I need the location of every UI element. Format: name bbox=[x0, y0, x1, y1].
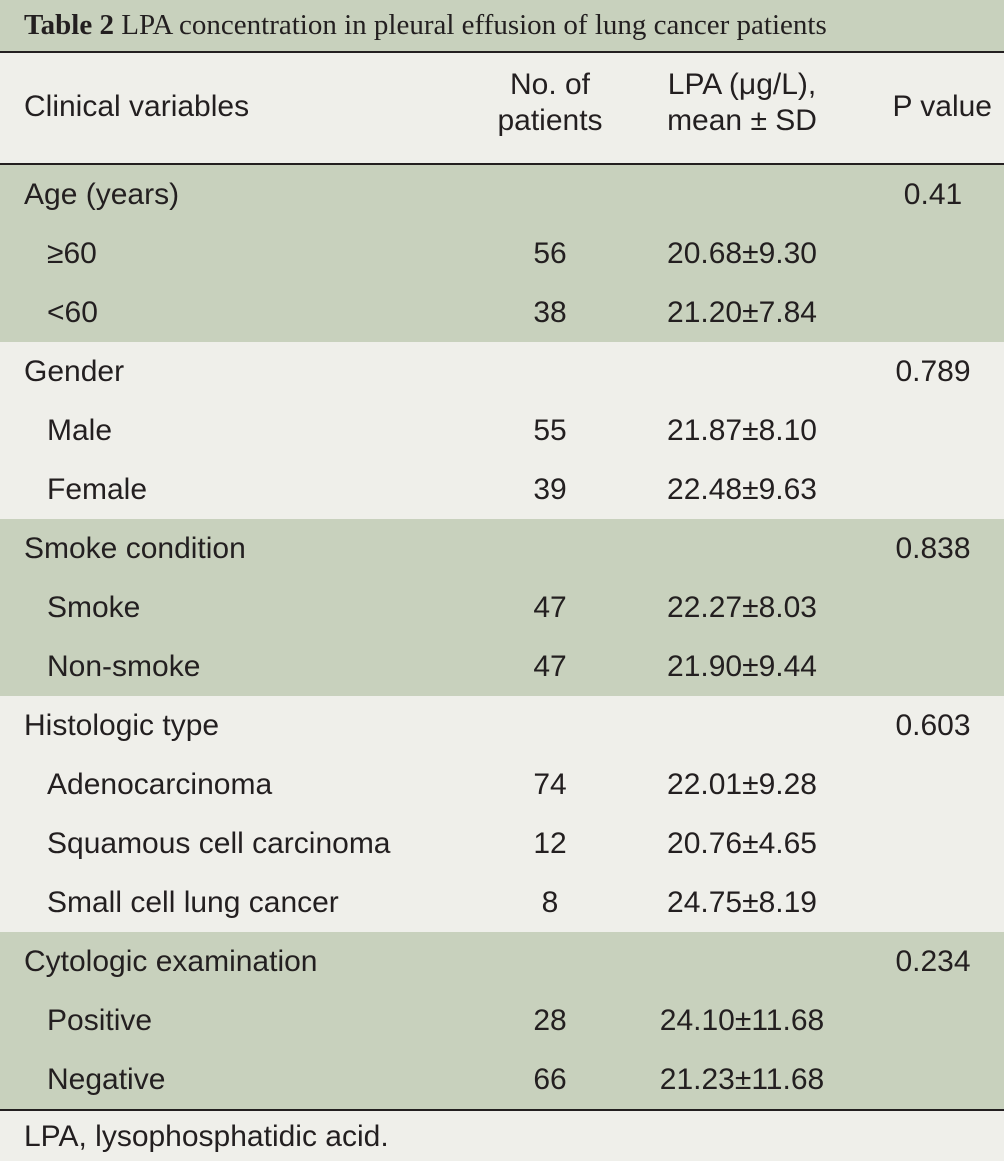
group-p-value: 0.41 bbox=[903, 178, 963, 211]
group-title: Smoke condition bbox=[24, 532, 246, 565]
row-patient-count: 47 bbox=[533, 591, 567, 624]
row-patient-count: 47 bbox=[533, 650, 567, 683]
table-caption: Table 2 LPA concentration in pleural eff… bbox=[0, 0, 1004, 51]
header-clinical-variables: Clinical variables bbox=[24, 90, 250, 123]
header-no-of-patients-line1: No. of bbox=[509, 68, 591, 101]
row-lpa-mean-sd: 21.90±9.44 bbox=[667, 650, 817, 683]
table-row: Male 55 21.87±8.10 bbox=[0, 401, 1004, 460]
group-header-row: Smoke condition 0.838 bbox=[0, 519, 1004, 578]
row-label: <60 bbox=[47, 296, 98, 329]
header-lpa: LPA (μg/L), mean ± SD bbox=[635, 67, 849, 139]
group-title: Histologic type bbox=[24, 709, 220, 742]
group-p-value: 0.838 bbox=[895, 532, 971, 565]
row-label: Negative bbox=[47, 1063, 166, 1096]
row-label: Female bbox=[47, 473, 148, 506]
row-label: ≥60 bbox=[47, 237, 97, 270]
row-label: Smoke bbox=[47, 591, 141, 624]
row-patient-count: 8 bbox=[541, 886, 559, 919]
variable-group: Histologic type 0.603 Adenocarcinoma 74 22.0… bbox=[0, 696, 1004, 932]
row-lpa-mean-sd: 21.87±8.10 bbox=[667, 414, 817, 447]
table-row: ≥60 56 20.68±9.30 bbox=[0, 224, 1004, 283]
row-lpa-mean-sd: 22.01±9.28 bbox=[667, 768, 817, 801]
table-row: Squamous cell carcinoma 12 20.76±4.65 bbox=[0, 814, 1004, 873]
group-header-row: Age (years) 0.41 bbox=[0, 165, 1004, 224]
group-p-value: 0.234 bbox=[895, 945, 971, 978]
row-patient-count: 66 bbox=[533, 1063, 567, 1096]
table-header: Clinical variables No. of patients LPA (… bbox=[0, 54, 1004, 163]
row-label: Positive bbox=[47, 1004, 153, 1037]
row-label: Male bbox=[47, 414, 113, 447]
row-lpa-mean-sd: 24.10±11.68 bbox=[659, 1004, 825, 1037]
group-header-row: Histologic type 0.603 bbox=[0, 696, 1004, 755]
row-patient-count: 39 bbox=[533, 473, 567, 506]
table-row: Positive 28 24.10±11.68 bbox=[0, 991, 1004, 1050]
table-row: Smoke 47 22.27±8.03 bbox=[0, 578, 1004, 637]
table-footnote: LPA, lysophosphatidic acid. bbox=[24, 1120, 389, 1153]
row-patient-count: 55 bbox=[533, 414, 567, 447]
group-title: Age (years) bbox=[24, 178, 180, 211]
variable-group: Smoke condition 0.838 Smoke 47 22.27±8.03 Non… bbox=[0, 519, 1004, 696]
header-lpa-line2: mean ± SD bbox=[667, 104, 817, 137]
variable-group: Cytologic examination 0.234 Positive 28 24.1… bbox=[0, 932, 1004, 1109]
row-label: Squamous cell carcinoma bbox=[47, 827, 391, 860]
row-lpa-mean-sd: 22.48±9.63 bbox=[667, 473, 817, 506]
top-rule bbox=[0, 51, 1004, 53]
row-label: Adenocarcinoma bbox=[47, 768, 273, 801]
header-lpa-line1: LPA (μg/L), bbox=[667, 68, 817, 101]
group-title: Gender bbox=[24, 355, 125, 388]
header-no-of-patients-line2: patients bbox=[497, 104, 603, 137]
table-caption-label: Table 2 bbox=[24, 9, 114, 41]
group-p-value: 0.603 bbox=[895, 709, 971, 742]
row-label: Non-smoke bbox=[47, 650, 201, 683]
row-lpa-mean-sd: 24.75±8.19 bbox=[667, 886, 817, 919]
group-p-value: 0.789 bbox=[895, 355, 971, 388]
table-row: Small cell lung cancer 8 24.75±8.19 bbox=[0, 873, 1004, 932]
row-label: Small cell lung cancer bbox=[47, 886, 339, 919]
table-row: Female 39 22.48±9.63 bbox=[0, 460, 1004, 519]
table-caption-text: LPA concentration in pleural effusion of… bbox=[114, 9, 827, 41]
row-patient-count: 28 bbox=[533, 1004, 567, 1037]
group-header-row: Cytologic examination 0.234 bbox=[0, 932, 1004, 991]
row-patient-count: 74 bbox=[533, 768, 567, 801]
table-row: Adenocarcinoma 74 22.01±9.28 bbox=[0, 755, 1004, 814]
row-lpa-mean-sd: 20.68±9.30 bbox=[667, 237, 817, 270]
row-lpa-mean-sd: 22.27±8.03 bbox=[667, 591, 817, 624]
variable-group: Age (years) 0.41 ≥60 56 20.68±9.30 <60 38 21.20… bbox=[0, 165, 1004, 342]
header-p-value: P value bbox=[892, 90, 992, 123]
header-no-of-patients: No. of patients bbox=[476, 67, 624, 139]
table-row: Non-smoke 47 21.90±9.44 bbox=[0, 637, 1004, 696]
row-lpa-mean-sd: 21.20±7.84 bbox=[667, 296, 817, 329]
row-lpa-mean-sd: 20.76±4.65 bbox=[667, 827, 817, 860]
group-header-row: Gender 0.789 bbox=[0, 342, 1004, 401]
row-patient-count: 56 bbox=[533, 237, 567, 270]
row-lpa-mean-sd: 21.23±11.68 bbox=[659, 1063, 825, 1096]
table-row: <60 38 21.20±7.84 bbox=[0, 283, 1004, 342]
variable-group: Gender 0.789 Male 55 21.87±8.10 Female 39 22.48… bbox=[0, 342, 1004, 519]
header-rule bbox=[0, 163, 1004, 165]
bottom-rule bbox=[0, 1109, 1004, 1111]
group-title: Cytologic examination bbox=[24, 945, 318, 978]
row-patient-count: 12 bbox=[533, 827, 567, 860]
table-row: Negative 66 21.23±11.68 bbox=[0, 1050, 1004, 1109]
row-patient-count: 38 bbox=[533, 296, 567, 329]
